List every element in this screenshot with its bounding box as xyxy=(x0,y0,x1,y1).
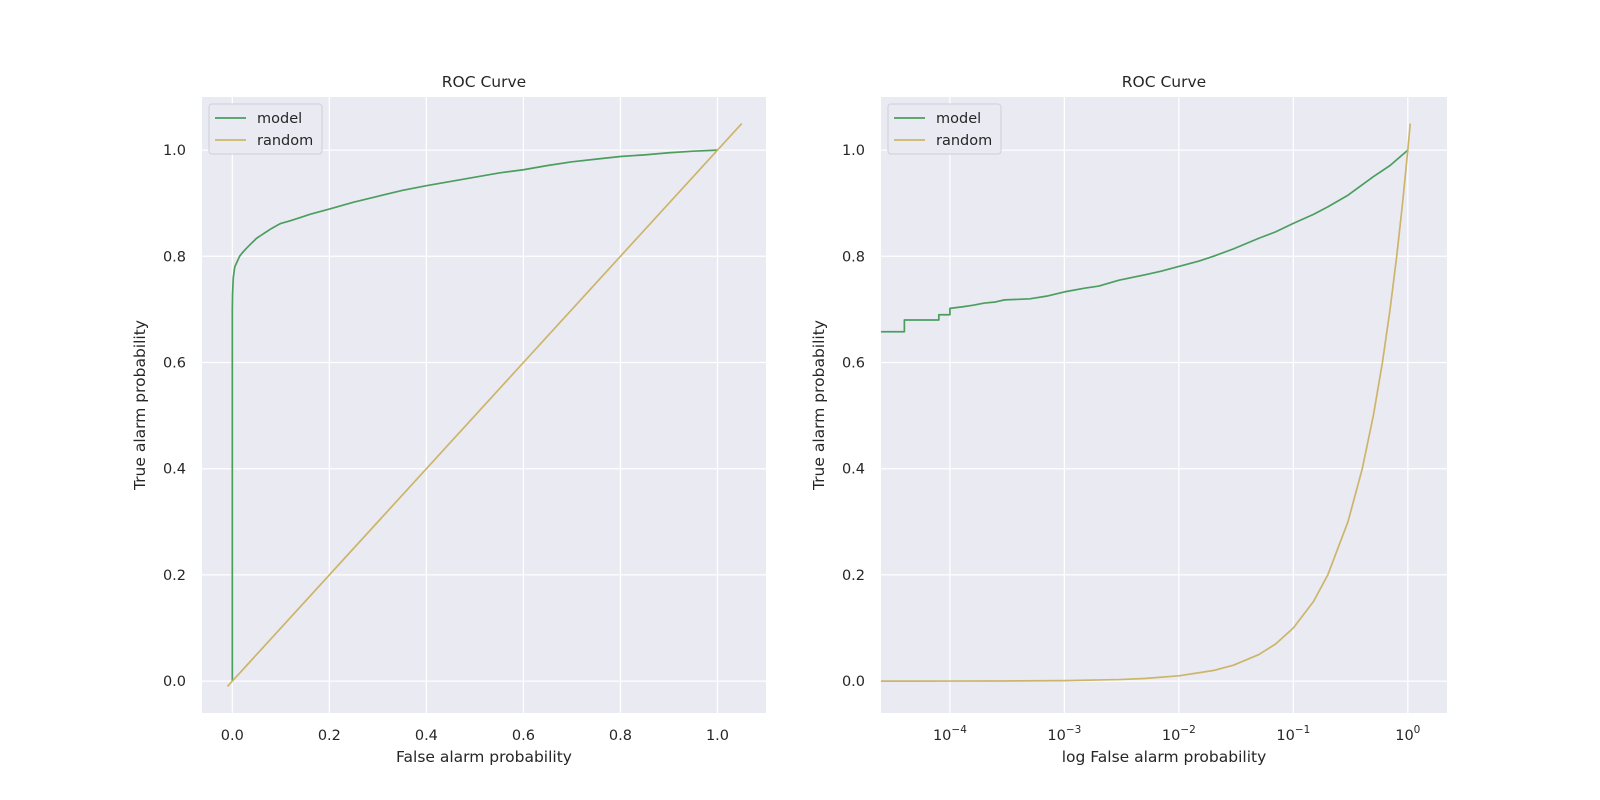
y-tick-label: 0.4 xyxy=(163,462,186,478)
legend-label-random: random xyxy=(936,133,992,149)
chart-panel-1: 0.0 0.2 0.4 0.6 0.8 1.0 0.0 0.2 0.4 0.6 0.8 1.0 ROC … xyxy=(131,73,766,766)
series-line-random xyxy=(881,123,1412,682)
legend-box xyxy=(887,103,1002,155)
y-tick-label: 0.8 xyxy=(163,249,186,265)
series-line-model xyxy=(881,149,1409,333)
legend-label-model: model xyxy=(257,111,302,127)
x-tick-label: 0.2 xyxy=(318,728,341,744)
chart-title: ROC Curve xyxy=(1122,73,1206,91)
x-tick-label: 100 xyxy=(1395,724,1420,744)
y-tick-label: 0.0 xyxy=(842,674,865,690)
y-tick-label: 0.2 xyxy=(842,568,865,584)
y-tick-label: 0.2 xyxy=(163,568,186,584)
series-line-model xyxy=(231,149,718,682)
x-tick-label: 1.0 xyxy=(706,728,729,744)
y-axis-label: True alarm probability xyxy=(131,320,149,491)
legend-label-random: random xyxy=(257,133,313,149)
y-tick-label: 0.0 xyxy=(163,674,186,690)
x-tick-label: 0.8 xyxy=(609,728,632,744)
x-tick-label: 0.4 xyxy=(415,728,438,744)
x-axis-label: log False alarm probability xyxy=(1062,748,1267,766)
x-tick-label: 0.0 xyxy=(221,728,244,744)
chart-title: ROC Curve xyxy=(442,73,526,91)
x-axis-label: False alarm probability xyxy=(396,748,572,766)
x-tick-label: 10−2 xyxy=(1162,724,1196,744)
y-tick-label: 1.0 xyxy=(163,143,186,159)
x-tick-label: 10−4 xyxy=(933,724,967,744)
y-tick-label: 0.6 xyxy=(163,356,186,372)
y-tick-label: 0.8 xyxy=(842,249,865,265)
x-tick-label: 0.6 xyxy=(512,728,535,744)
plot-area xyxy=(881,97,1447,713)
series-line-random xyxy=(226,122,743,688)
x-tick-label: 10−3 xyxy=(1047,724,1081,744)
legend-box xyxy=(208,103,323,155)
chart-panel-2: 10−4 10−3 10−2 10−1 100 0.0 0.2 0.4 0.6 0.8 1.0 ROC… xyxy=(810,73,1447,766)
y-tick-label: 0.4 xyxy=(842,462,865,478)
y-axis-label: True alarm probability xyxy=(810,320,828,491)
legend-label-model: model xyxy=(936,111,981,127)
x-tick-label: 10−1 xyxy=(1276,724,1310,744)
legend: model random xyxy=(887,103,1002,155)
y-tick-label: 0.6 xyxy=(842,356,865,372)
y-tick-label: 1.0 xyxy=(842,143,865,159)
legend: model random xyxy=(208,103,323,155)
